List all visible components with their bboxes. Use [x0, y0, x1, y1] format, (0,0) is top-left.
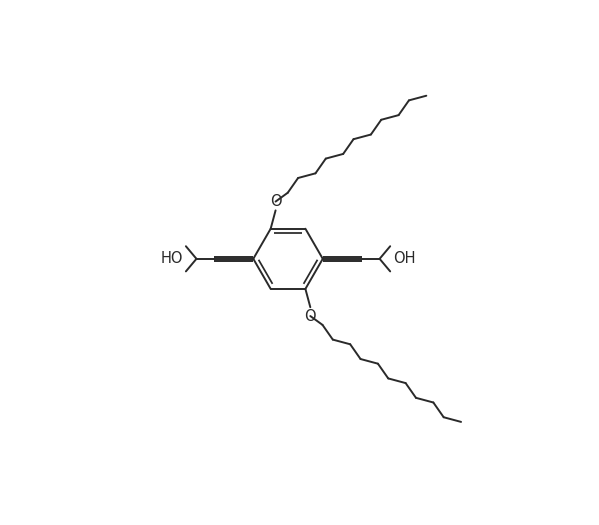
Text: O: O [304, 309, 316, 324]
Text: OH: OH [394, 251, 416, 266]
Text: HO: HO [161, 251, 183, 266]
Text: O: O [270, 194, 282, 208]
